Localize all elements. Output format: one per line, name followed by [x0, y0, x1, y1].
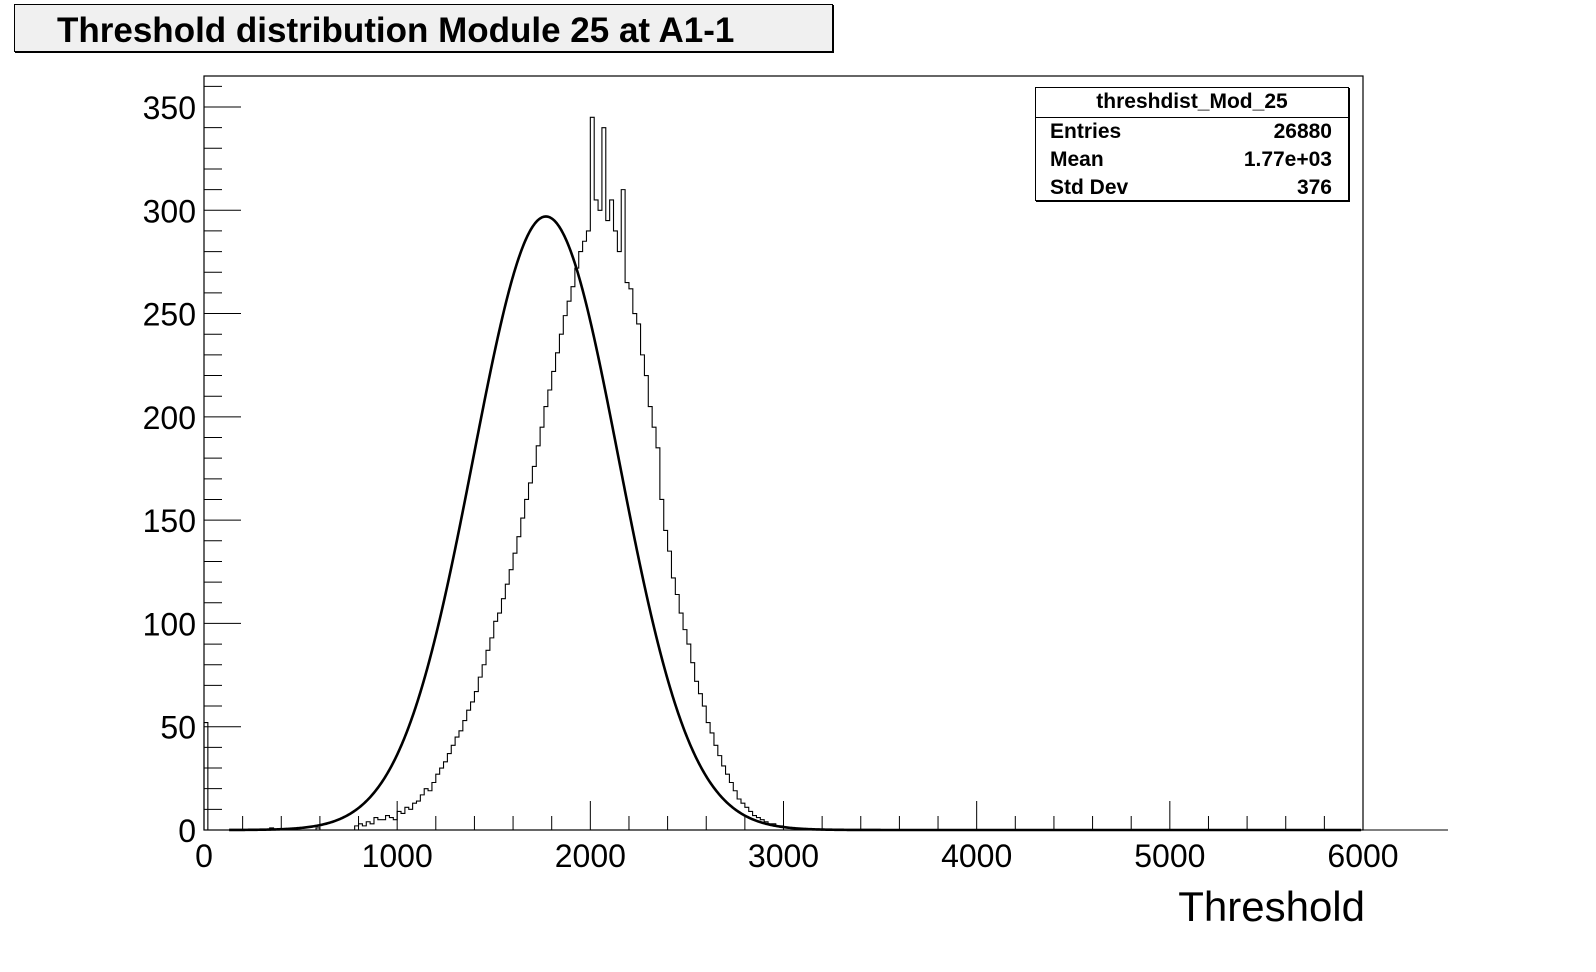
x-tick-label: 5000: [1134, 838, 1205, 874]
stats-row-mean: Mean 1.77e+03: [1050, 146, 1332, 174]
y-tick-label: 100: [143, 606, 196, 642]
x-axis-title: Threshold: [1178, 883, 1365, 930]
gaussian-fit-line: [229, 215, 1362, 832]
x-tick-label: 3000: [748, 838, 819, 874]
y-tick-label: 150: [143, 503, 196, 539]
stats-label: Std Dev: [1050, 176, 1129, 199]
stats-row-stddev: Std Dev 376: [1050, 174, 1332, 202]
stats-row-entries: Entries 26880: [1050, 118, 1332, 146]
y-tick-label: 50: [160, 710, 196, 746]
y-tick-label: 350: [143, 90, 196, 126]
x-tick-label: 2000: [555, 838, 626, 874]
x-tick-label: 6000: [1327, 838, 1398, 874]
stats-value: 1.77e+03: [1243, 148, 1332, 171]
stats-title: threshdist_Mod_25: [1036, 88, 1348, 118]
y-tick-label: 200: [143, 400, 196, 436]
x-tick-label: 1000: [362, 838, 433, 874]
y-tick-label: 250: [143, 297, 196, 333]
chart-title-box: Threshold distribution Module 25 at A1-1: [14, 4, 833, 52]
y-tick-label: 0: [178, 813, 196, 849]
stats-label: Entries: [1050, 120, 1122, 143]
x-tick-label: 0: [195, 838, 213, 874]
histogram-series: [203, 116, 1448, 831]
stats-value: 26880: [1273, 120, 1332, 143]
stats-box: threshdist_Mod_25 Entries 26880 Mean 1.7…: [1035, 87, 1349, 201]
stats-value: 376: [1296, 176, 1332, 199]
chart-title: Threshold distribution Module 25 at A1-1: [57, 11, 735, 50]
y-tick-label: 300: [143, 193, 196, 229]
stats-label: Mean: [1050, 148, 1104, 171]
x-tick-label: 4000: [941, 838, 1012, 874]
